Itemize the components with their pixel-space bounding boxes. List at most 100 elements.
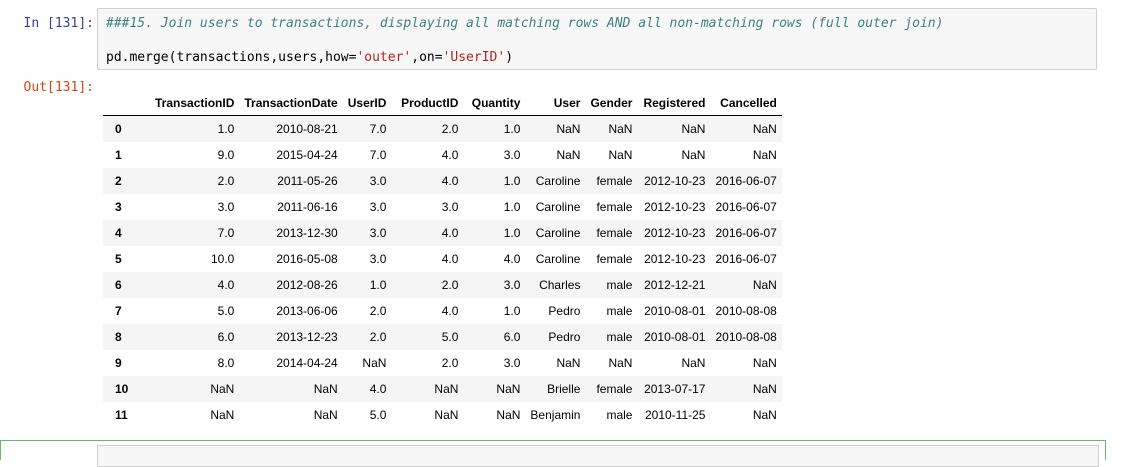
table-cell: Pedro <box>548 330 581 344</box>
table-cell: female <box>596 174 633 188</box>
table-cell: 2.0 <box>369 330 387 344</box>
table-cell: Caroline <box>535 200 581 214</box>
table-cell: 1.0 <box>217 122 235 136</box>
row-index: 1 <box>115 148 122 162</box>
table-cell: male <box>606 408 633 422</box>
table-cell: female <box>596 226 633 240</box>
table-cell: 7.0 <box>369 148 387 162</box>
table-cell: 4.0 <box>503 252 521 266</box>
table-cell: 2016-06-07 <box>715 252 777 266</box>
table-cell: 3.0 <box>369 226 387 240</box>
column-header: Quantity <box>463 90 526 116</box>
table-cell: 2013-07-17 <box>644 382 706 396</box>
table-cell: 5.0 <box>217 304 235 318</box>
table-cell: NaN <box>752 408 777 422</box>
table-cell: 2012-10-23 <box>644 226 706 240</box>
table-cell: 2015-04-24 <box>276 148 338 162</box>
table-cell: NaN <box>313 382 338 396</box>
table-cell: 4.0 <box>441 174 459 188</box>
table-cell: 1.0 <box>503 174 521 188</box>
table-cell: 3.0 <box>369 174 387 188</box>
table-cell: male <box>606 330 633 344</box>
row-index: 5 <box>115 252 122 266</box>
code-input-area[interactable]: ###15. Join users to transactions, displ… <box>97 8 1097 70</box>
table-row: 8 6.0 2013-12-23 2.0 5.0 6.0 Pedro male 2010-08-… <box>103 324 782 350</box>
table-cell: 2010-08-01 <box>644 304 706 318</box>
table-cell: NaN <box>608 356 633 370</box>
table-cell: 6.0 <box>217 330 235 344</box>
table-cell: 1.0 <box>503 200 521 214</box>
table-cell: 2.0 <box>441 122 459 136</box>
table-cell: 1.0 <box>503 122 521 136</box>
row-index: 9 <box>115 356 122 370</box>
column-header: ProductID <box>391 90 464 116</box>
input-prompt: In [131]: <box>23 16 94 31</box>
table-cell: male <box>606 304 633 318</box>
table-row: 1 9.0 2015-04-24 7.0 4.0 3.0 NaN NaN NaN NaN <box>103 142 782 168</box>
row-index: 3 <box>115 200 122 214</box>
table-row: 7 5.0 2013-06-06 2.0 4.0 1.0 Pedro male 2010-08-… <box>103 298 782 324</box>
code-call-mid: ,on= <box>411 50 443 65</box>
table-cell: NaN <box>556 122 581 136</box>
table-cell: 2.0 <box>441 278 459 292</box>
table-cell: 2016-06-07 <box>715 226 777 240</box>
table-cell: 3.0 <box>441 200 459 214</box>
table-cell: 3.0 <box>369 200 387 214</box>
table-cell: 4.0 <box>441 252 459 266</box>
table-cell: NaN <box>210 408 235 422</box>
table-cell: Caroline <box>535 252 581 266</box>
table-cell: NaN <box>752 278 777 292</box>
table-cell: 2011-06-16 <box>277 200 338 214</box>
table-cell: 2014-04-24 <box>276 356 338 370</box>
table-row: 9 8.0 2014-04-24 NaN 2.0 3.0 NaN NaN NaN NaN <box>103 350 782 376</box>
table-cell: NaN <box>434 408 459 422</box>
table-cell: Charles <box>539 278 581 292</box>
table-cell: 2016-05-08 <box>276 252 338 266</box>
table-cell: female <box>596 200 633 214</box>
table-cell: 4.0 <box>441 304 459 318</box>
table-cell: 2.0 <box>441 356 459 370</box>
column-header: User <box>525 90 586 116</box>
table-row: 3 3.0 2011-06-16 3.0 3.0 1.0 Caroline female 201… <box>103 194 782 220</box>
table-row: 10 NaN NaN 4.0 NaN NaN Brielle female 2013-07-17… <box>103 376 782 402</box>
column-header: UserID <box>342 90 392 116</box>
row-index: 10 <box>115 382 129 396</box>
table-cell: 2012-10-23 <box>644 252 706 266</box>
code-string-on: 'UserID' <box>442 50 506 65</box>
table-cell: 2010-08-21 <box>276 122 338 136</box>
code-string-how: 'outer' <box>356 50 412 65</box>
table-cell: female <box>596 382 633 396</box>
table-cell: 2013-06-06 <box>276 304 338 318</box>
table-cell: female <box>596 252 633 266</box>
table-cell: NaN <box>556 148 581 162</box>
table-row: 11 NaN NaN 5.0 NaN NaN Benjamin male 2010-11-25 N… <box>103 402 782 428</box>
table-cell: 2016-06-07 <box>715 174 777 188</box>
table-cell: 2.0 <box>369 304 387 318</box>
column-header: Gender <box>585 90 638 116</box>
table-cell: 1.0 <box>369 278 387 292</box>
table-cell: 2010-11-25 <box>644 408 706 422</box>
table-cell: NaN <box>752 148 777 162</box>
row-index: 0 <box>115 122 122 136</box>
table-cell: 3.0 <box>503 148 521 162</box>
table-cell: 2010-08-01 <box>644 330 706 344</box>
table-cell: NaN <box>681 356 706 370</box>
table-cell: 2011-05-26 <box>277 174 338 188</box>
column-header: TransactionDate <box>239 90 343 116</box>
table-cell: 1.0 <box>503 304 521 318</box>
code-call-end: ) <box>505 50 514 65</box>
index-header <box>103 90 150 116</box>
row-index: 2 <box>115 174 122 188</box>
table-cell: NaN <box>608 122 633 136</box>
table-row: 0 1.0 2010-08-21 7.0 2.0 1.0 NaN NaN NaN NaN <box>103 115 782 142</box>
table-cell: 3.0 <box>217 200 235 214</box>
table-cell: NaN <box>752 356 777 370</box>
next-cell-input[interactable] <box>97 445 1099 467</box>
table-header-row: TransactionID TransactionDate UserID Pro… <box>103 90 782 116</box>
table-cell: 2010-08-08 <box>715 330 777 344</box>
table-cell: 1.0 <box>503 226 521 240</box>
column-header: Registered <box>637 90 711 116</box>
table-cell: NaN <box>681 148 706 162</box>
table-cell: 5.0 <box>441 330 459 344</box>
table-cell: 2012-12-21 <box>644 278 706 292</box>
